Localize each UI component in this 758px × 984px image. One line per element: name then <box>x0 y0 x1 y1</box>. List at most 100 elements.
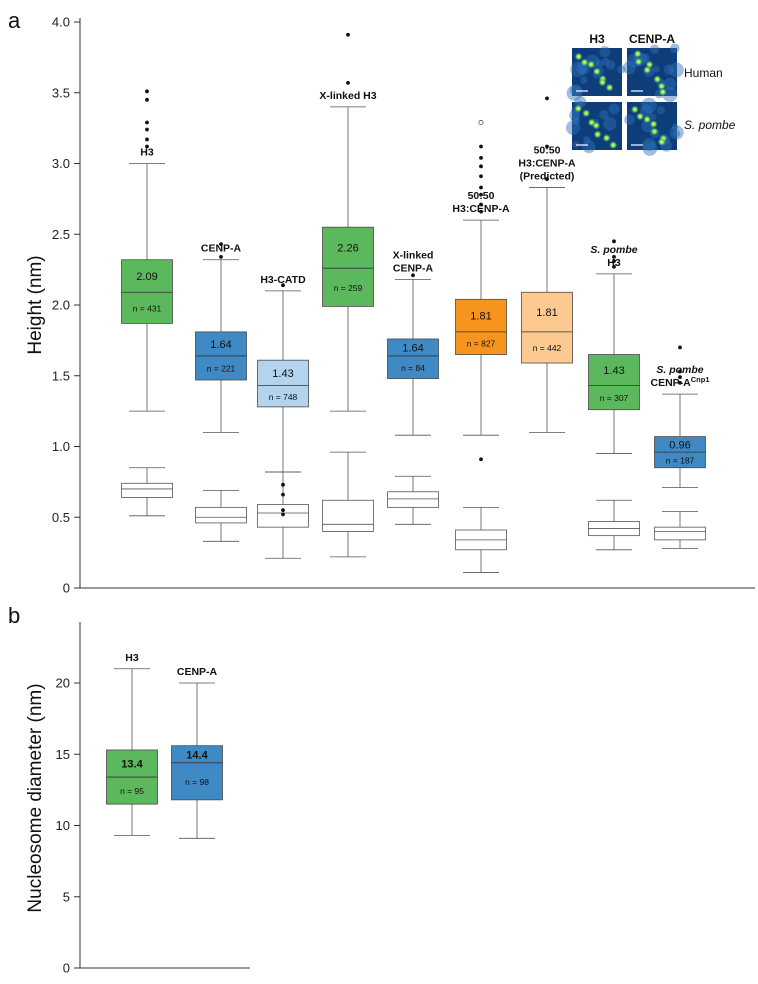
inset-col-label-h3: H3 <box>589 32 605 46</box>
tile-texture <box>670 43 680 54</box>
median-value-label: 1.43 <box>272 368 293 380</box>
tile-spot <box>581 109 591 118</box>
upper-outlier <box>545 177 549 181</box>
tile-texture <box>650 44 660 54</box>
lower-box <box>322 499 374 532</box>
panel-a-plot: 2.09 n = 431 H3 1.64 n = 221 CENP-A 1.43 n = 74… <box>121 32 710 573</box>
tile-spot <box>574 52 583 61</box>
upper-outlier <box>678 380 682 385</box>
panel-b-ylabel: Nucleosome diameter (nm) <box>25 683 46 912</box>
tile-texture <box>669 125 684 140</box>
upper-outlier <box>612 264 616 269</box>
group-label: H3 <box>125 652 139 664</box>
group-label: CENP-A <box>201 243 242 255</box>
tile-spot <box>635 112 645 121</box>
n-count-label: n = 827 <box>467 339 496 349</box>
tile-texture <box>566 85 583 101</box>
upper-outlier <box>145 144 149 149</box>
tile-texture <box>599 46 611 58</box>
tile-spombe-cenpa <box>624 97 684 156</box>
lower-box <box>654 526 706 541</box>
tile-spot <box>653 74 662 84</box>
tile-spot <box>633 49 642 59</box>
panel-b-axes: 0 5 10 15 20 <box>56 622 250 976</box>
inset-row-label-human: Human <box>684 66 723 80</box>
tile-texture <box>669 62 684 78</box>
lower-outlier <box>281 492 285 497</box>
upper-outlier <box>479 144 483 149</box>
b-ytick-label: 5 <box>63 889 70 904</box>
upper-outlier <box>678 375 682 380</box>
upper-outlier <box>612 239 616 244</box>
panel-a-axes: 0 0.5 1.0 1.5 2.0 2.5 3.0 3.5 4.0 <box>52 15 755 596</box>
tile-texture <box>617 65 626 74</box>
upper-outlier <box>145 97 149 102</box>
tile-spot <box>609 140 618 150</box>
upper-outlier <box>411 273 415 278</box>
median-value-label: 2.26 <box>337 243 358 255</box>
b-ytick-label: 15 <box>56 747 70 762</box>
upper-outlier <box>479 192 483 197</box>
inset-micrographs: H3 CENP-A Human S. pombe <box>565 32 736 156</box>
box-group-1: 14.4 n = 98 CENP-A <box>171 666 223 839</box>
lower-outlier <box>281 508 285 513</box>
group-label: CENP-ACnp1 <box>650 375 709 390</box>
upper-outlier <box>219 254 223 259</box>
n-count-label: n = 84 <box>401 363 425 373</box>
group-label: CENP-A <box>393 263 434 275</box>
tile-texture <box>599 110 609 120</box>
tile-spot <box>642 65 652 75</box>
group-label: H3 <box>140 147 154 159</box>
tile-human-h3 <box>566 46 626 101</box>
n-count-label: n = 259 <box>334 283 363 293</box>
upper-box <box>455 298 507 355</box>
tile-human-cenpa <box>622 43 684 103</box>
upper-outlier <box>479 174 483 179</box>
group-label: 50:50 <box>534 145 561 157</box>
n-count-label: n = 221 <box>207 363 236 373</box>
tile-texture <box>578 63 590 75</box>
n-count-label: n = 442 <box>533 343 562 353</box>
box-group-0: 2.09 n = 431 H3 <box>121 89 173 517</box>
upper-box <box>322 226 374 307</box>
median-value-label: 1.43 <box>603 365 624 377</box>
tile-texture <box>656 106 665 115</box>
a-ytick-label: 2.5 <box>52 227 70 242</box>
tile-spot <box>592 121 601 130</box>
a-ytick-label: 3.0 <box>52 156 70 171</box>
tile-texture <box>572 140 580 148</box>
lower-box <box>387 491 439 508</box>
upper-outlier <box>346 32 350 37</box>
tile-texture <box>663 64 675 75</box>
tile-texture <box>571 114 580 124</box>
group-label: X-linked H3 <box>319 90 376 102</box>
tile-texture <box>642 137 656 151</box>
tile-spot <box>580 58 589 67</box>
tile-spot <box>574 104 583 113</box>
tile-spot <box>650 127 659 136</box>
tile-texture <box>642 140 658 156</box>
upper-outlier <box>479 202 483 207</box>
tile-texture <box>624 114 635 126</box>
tile-spot <box>649 119 658 129</box>
median-value-label: 2.09 <box>136 271 157 283</box>
group-label: CENP-A <box>177 666 218 678</box>
a-ytick-label: 1.5 <box>52 368 70 383</box>
upper-outlier <box>145 127 149 132</box>
tile-texture <box>650 114 657 121</box>
lower-box <box>195 506 247 524</box>
tile-texture <box>572 117 580 125</box>
a-ytick-label: 3.5 <box>52 85 70 100</box>
tile-texture <box>605 60 616 70</box>
upper-box <box>387 338 439 379</box>
group-label: H3:CENP-A <box>518 158 576 170</box>
group-label-superscript: Cnp1 <box>691 375 710 384</box>
a-ytick-label: 0.5 <box>52 510 70 525</box>
tile-spot <box>634 57 643 66</box>
box-group-1: 1.64 n = 221 CENP-A <box>195 242 247 542</box>
tile-spot <box>598 78 607 87</box>
tile-spot <box>593 130 602 139</box>
tile-texture <box>583 136 591 144</box>
